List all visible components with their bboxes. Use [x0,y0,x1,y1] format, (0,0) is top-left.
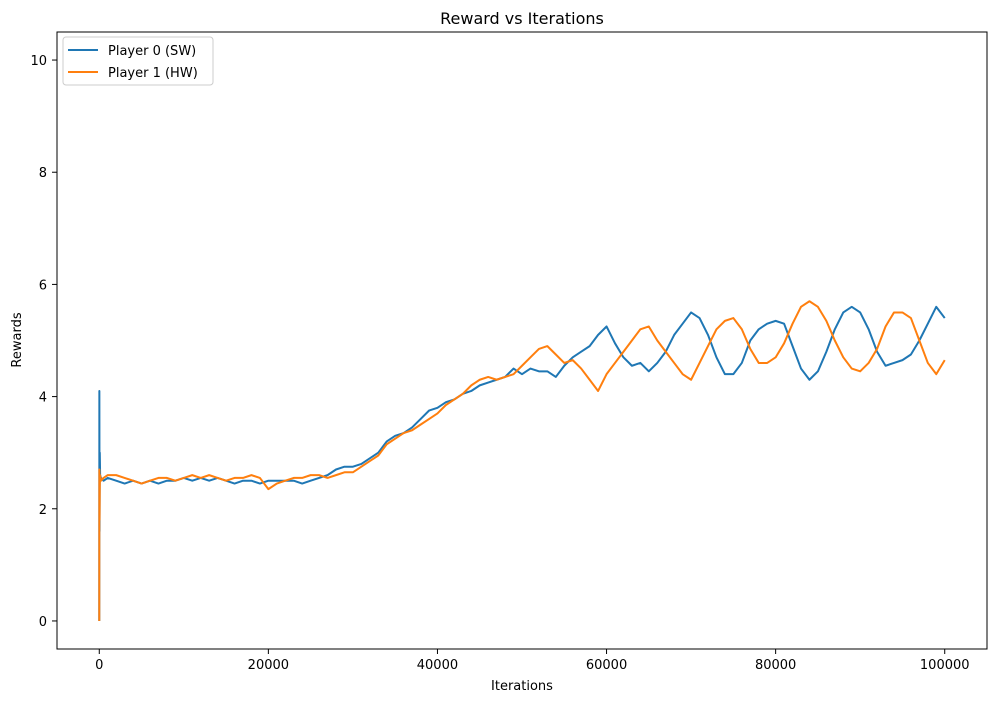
x-tick-label: 0 [95,658,103,673]
x-tick-label: 40000 [417,658,458,673]
x-tick-label: 20000 [248,658,289,673]
x-tick-label: 100000 [920,658,970,673]
legend-box [62,36,214,86]
y-axis-ticks: 0 2 4 6 8 10 [30,54,57,630]
chart-title: Reward vs Iterations [440,9,604,28]
y-tick-label: 2 [39,503,47,518]
legend-label-player-0: Player 0 (SW) [108,44,196,59]
x-tick-label: 60000 [586,658,627,673]
y-tick-label: 10 [30,54,47,69]
y-tick-label: 4 [39,391,47,406]
series-line-player-1 [98,300,946,621]
x-axis-label: Iterations [491,679,553,694]
x-axis-ticks: 0 20000 40000 60000 80000 100000 [95,649,970,673]
plot-frame [56,31,988,650]
plot-series-group [98,300,946,621]
legend-label-player-1: Player 1 (HW) [108,66,198,81]
y-axis-label: Rewards [10,312,25,367]
legend: Player 0 (SW) Player 1 (HW) [62,36,214,86]
x-tick-label: 80000 [755,658,796,673]
y-tick-label: 6 [39,278,47,293]
y-tick-label: 0 [39,615,47,630]
y-tick-label: 8 [39,166,47,181]
